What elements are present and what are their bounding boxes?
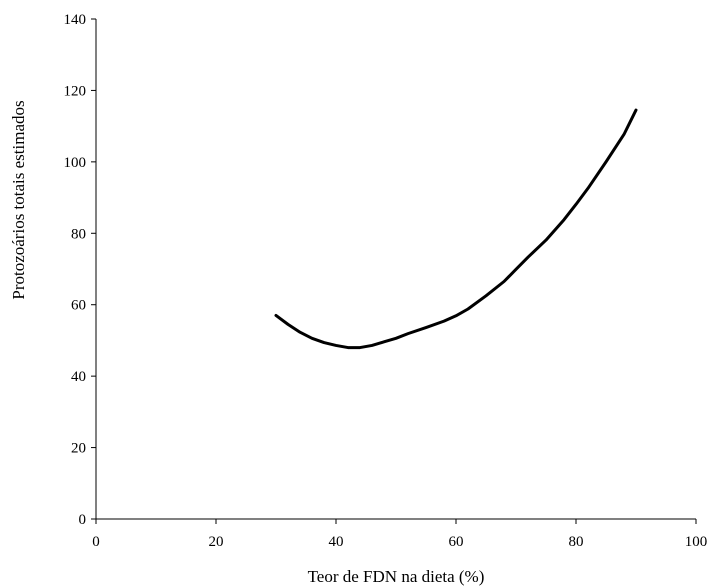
- x-tick-label: 60: [449, 534, 464, 550]
- y-tick-label: 0: [79, 512, 87, 528]
- x-axis-title: Teor de FDN na dieta (%): [308, 567, 485, 586]
- y-tick-label: 20: [71, 441, 86, 457]
- x-tick-label: 0: [92, 534, 100, 550]
- y-tick-label: 140: [64, 12, 87, 28]
- x-tick-label: 40: [329, 534, 344, 550]
- y-axis-ticks: 0 20 40 60 80 100 120 140: [64, 12, 96, 528]
- y-tick-label: 80: [71, 226, 86, 242]
- axes: [95, 19, 696, 520]
- x-axis-ticks: 0 20 40 60 80 100: [92, 519, 707, 550]
- y-axis-title: Protozoários totais estimados: [9, 100, 28, 299]
- x-tick-label: 100: [685, 534, 708, 550]
- x-tick-label: 80: [569, 534, 584, 550]
- y-tick-label: 60: [71, 298, 86, 314]
- y-tick-label: 100: [64, 155, 87, 171]
- y-tick-label: 120: [64, 83, 87, 99]
- series-line: [274, 108, 638, 350]
- series-layer: [274, 108, 638, 350]
- y-tick-label: 40: [71, 369, 86, 385]
- x-tick-label: 20: [209, 534, 224, 550]
